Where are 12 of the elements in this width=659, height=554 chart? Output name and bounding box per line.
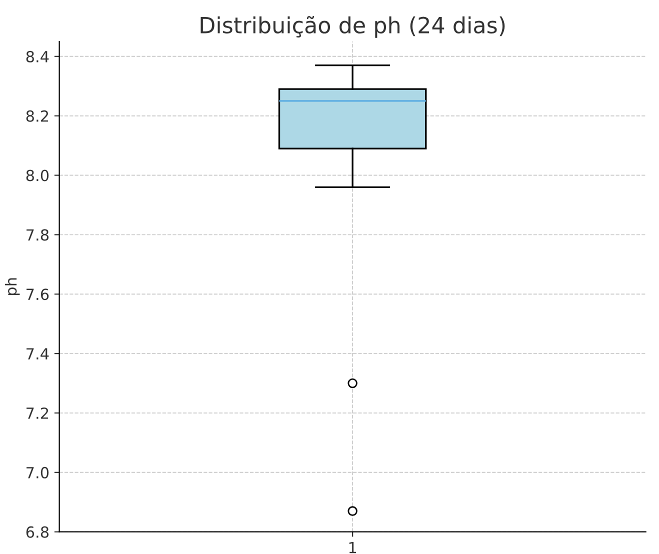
y-tick-label: 7.6 (26, 288, 49, 300)
y-tick-label: 8.4 (26, 50, 49, 62)
y-tick-label: 8.2 (26, 110, 48, 122)
x-tick-label: 1 (349, 542, 356, 554)
chart-title: Distribuição de ph (24 dias) (200, 16, 505, 38)
y-axis-title: ph (4, 278, 20, 295)
y-tick-label: 6.8 (26, 526, 49, 538)
y-tick-label: 7.4 (26, 348, 49, 360)
y-tick-label: 7.2 (26, 407, 48, 419)
y-tick-label: 8.0 (26, 170, 49, 182)
y-tick-label: 7.0 (26, 466, 49, 478)
y-tick-label: 7.8 (26, 229, 49, 241)
